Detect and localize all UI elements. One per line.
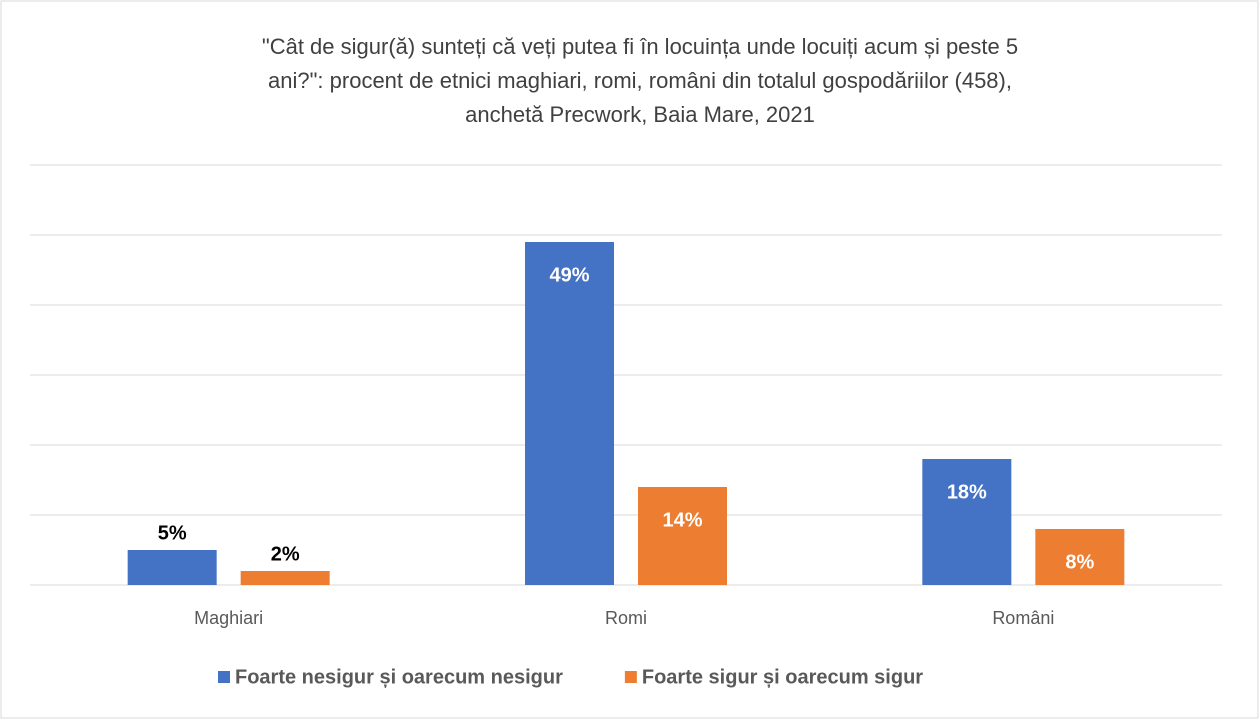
chart-title: anchetă Precwork, Baia Mare, 2021	[465, 102, 815, 127]
legend-label: Foarte sigur și oarecum sigur	[642, 666, 923, 688]
chart-title: ani?": procent de etnici maghiari, romi,…	[268, 68, 1012, 93]
x-tick-label: Maghiari	[194, 608, 263, 628]
data-label: 2%	[271, 543, 300, 565]
x-tick-label: Români	[992, 608, 1054, 628]
bar	[1035, 529, 1125, 585]
legend-swatch	[624, 671, 637, 683]
chart-title: "Cât de sigur(ă) sunteți că veți putea f…	[262, 34, 1018, 59]
bar	[638, 487, 727, 585]
data-label: 14%	[662, 509, 702, 531]
bar	[525, 242, 614, 585]
x-tick-label: Romi	[605, 608, 647, 628]
data-label: 5%	[158, 522, 187, 544]
bar	[127, 550, 217, 585]
data-label: 18%	[947, 481, 987, 503]
bar	[240, 571, 330, 585]
legend-label: Foarte nesigur și oarecum nesigur	[235, 666, 563, 688]
data-label: 8%	[1065, 551, 1094, 573]
data-label: 49%	[549, 264, 589, 286]
legend-swatch	[218, 671, 230, 683]
bar	[922, 459, 1012, 585]
